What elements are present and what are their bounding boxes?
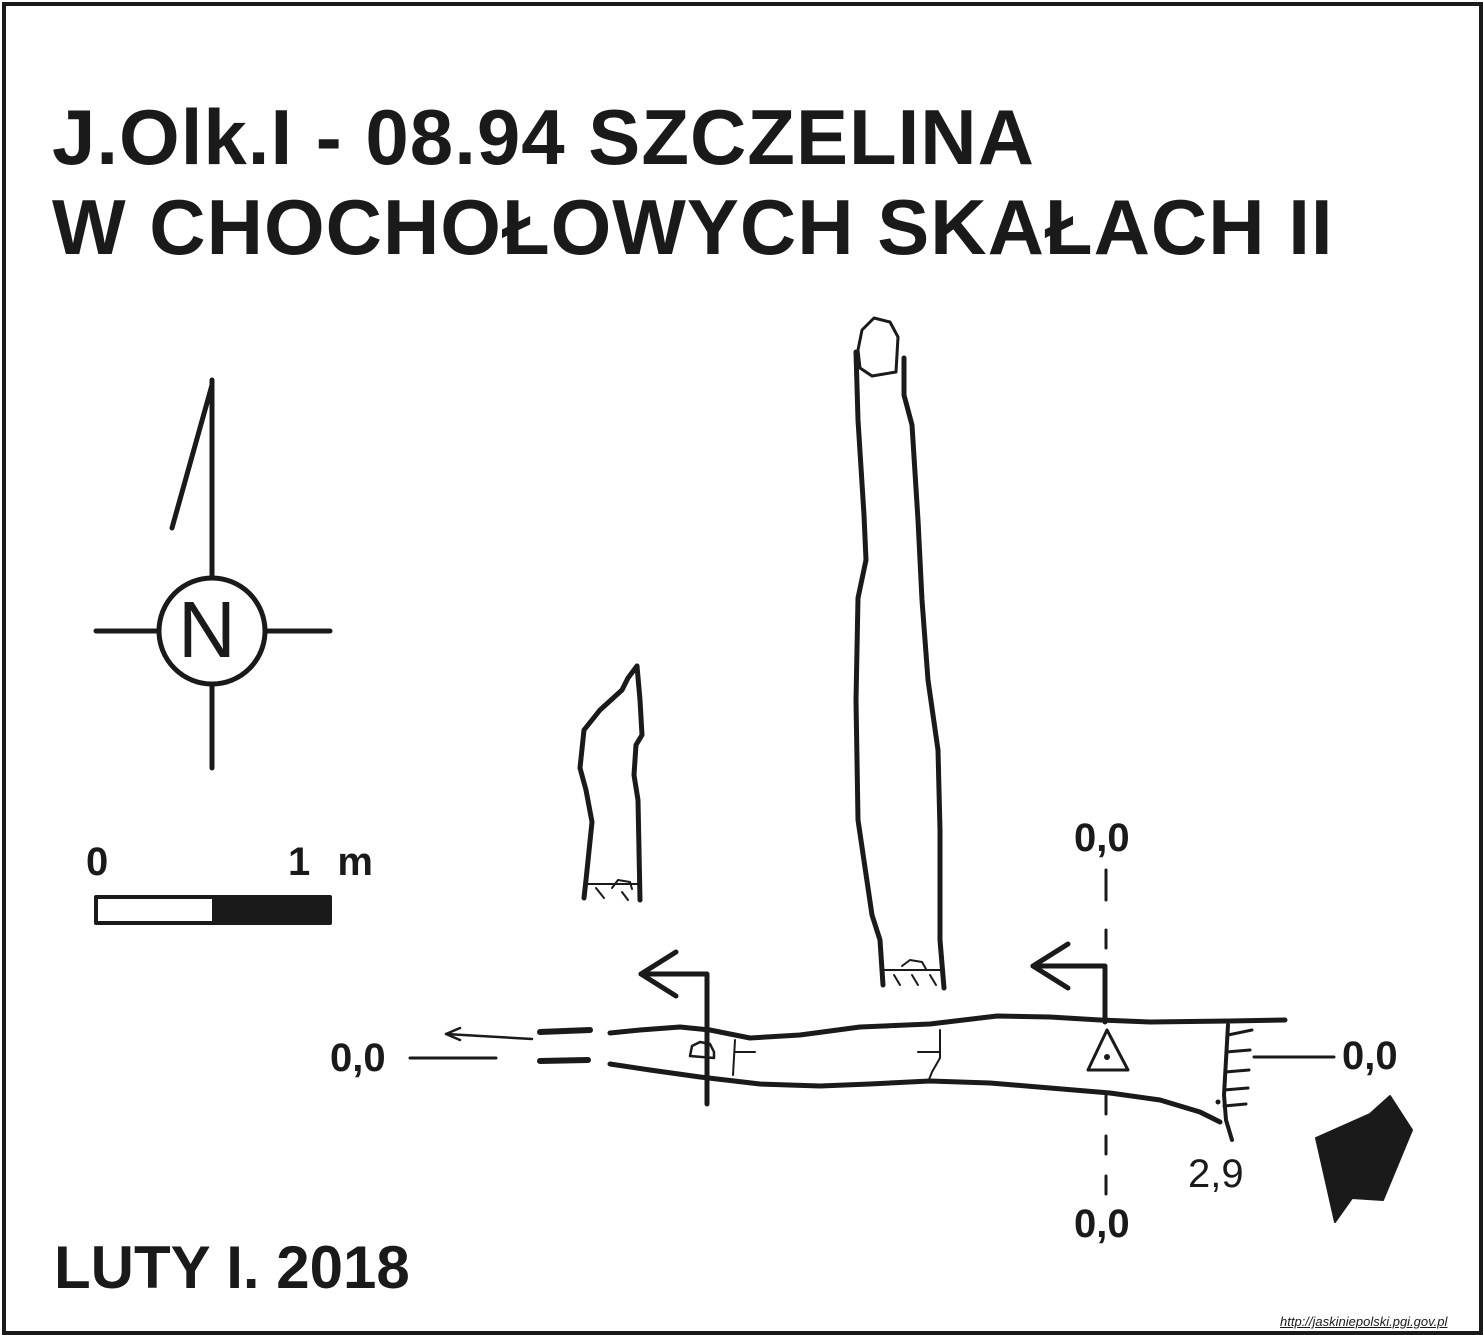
scale-label-one-meter: 1 m: [288, 840, 373, 884]
section-label-left: 0,0: [330, 1036, 386, 1080]
north-letter: N: [178, 585, 236, 674]
continuation-arrow-icon: [444, 1026, 534, 1042]
survey-date: LUTY I. 2018: [54, 1234, 410, 1301]
depth-label: 2,9: [1188, 1152, 1244, 1196]
cross-section-marker-2: [1030, 868, 1108, 1202]
section-label-top: 0,0: [1074, 816, 1130, 860]
title-line-1: J.Olk.I - 08.94 SZCZELINA: [52, 93, 1035, 181]
section-label-right: 0,0: [1342, 1034, 1398, 1078]
section-label-bottom: 0,0: [1074, 1202, 1130, 1246]
north-arrow-icon: [93, 377, 333, 771]
scale-label-zero: 0: [86, 840, 109, 884]
source-link[interactable]: http://jaskiniepolski.pgi.gov.pl: [1280, 1314, 1448, 1329]
main-passage: [607, 1013, 1288, 1142]
entrance-dashes: [537, 1027, 593, 1064]
survey-station-icon: [1086, 1028, 1130, 1072]
title-line-2: W CHOCHOŁOWYCH SKAŁACH II: [52, 183, 1334, 271]
short-fissure-passage: [577, 663, 645, 903]
long-fissure-passage: [853, 316, 947, 991]
cross-section-marker-1: [638, 949, 710, 1107]
entrance-arrow-icon: [1315, 1095, 1413, 1223]
scale-bar: [94, 895, 332, 925]
